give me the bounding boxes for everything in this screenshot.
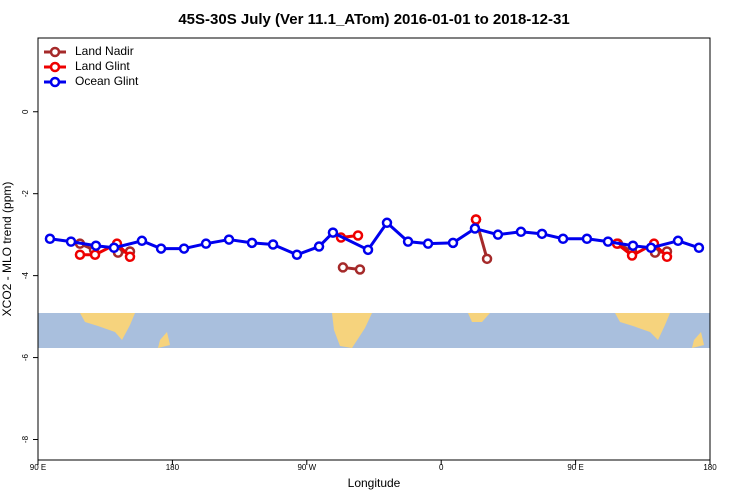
x-axis-label: Longitude — [348, 476, 401, 490]
plot-frame — [37, 37, 711, 461]
y-axis-label: XCO2 - MLO trend (ppm) — [0, 182, 14, 317]
chart-title: 45S-30S July (Ver 11.1_ATom) 2016-01-01 … — [178, 11, 569, 28]
x-tick-label: 90 E — [567, 463, 583, 472]
x-tick-label: 90 W — [297, 463, 316, 472]
data-point — [672, 235, 684, 247]
legend-label: Land Nadir — [75, 44, 134, 58]
data-point — [44, 233, 56, 245]
data-point — [492, 229, 504, 240]
data-point — [337, 262, 349, 273]
data-point — [626, 250, 638, 261]
data-point — [536, 228, 548, 240]
data-point — [155, 243, 167, 254]
x-tick-label: 180 — [166, 463, 180, 472]
data-point — [136, 235, 148, 247]
x-tick-label: 90 E — [30, 463, 46, 472]
data-point — [627, 240, 639, 251]
data-point — [267, 239, 279, 250]
data-point — [74, 249, 86, 260]
data-point — [246, 237, 258, 249]
legend-swatch-point — [49, 76, 61, 88]
legend-swatch-point — [49, 46, 61, 58]
y-tick-label: 0 — [21, 109, 30, 114]
legend-swatch-point — [49, 61, 61, 73]
data-point — [178, 243, 190, 254]
data-point — [470, 214, 482, 225]
data-point — [447, 237, 459, 249]
data-point — [602, 236, 614, 247]
data-point — [402, 236, 414, 247]
data-point — [108, 242, 120, 254]
data-point — [352, 230, 364, 241]
data-point — [313, 241, 325, 252]
legend-label: Land Glint — [75, 59, 130, 73]
data-point — [124, 251, 136, 263]
y-tick-label: -8 — [21, 435, 30, 443]
data-point — [223, 234, 235, 245]
y-tick-label: -4 — [21, 272, 30, 280]
data-point — [354, 264, 366, 275]
data-point — [557, 233, 569, 245]
data-point — [200, 238, 212, 249]
data-point — [693, 242, 705, 254]
x-tick-label: 180 — [703, 463, 717, 472]
data-point — [291, 249, 303, 260]
data-point — [65, 236, 77, 247]
data-point — [469, 223, 481, 234]
data-point — [327, 227, 339, 238]
data-point — [661, 251, 673, 263]
map-strip — [38, 313, 710, 348]
x-tick-label: 0 — [439, 463, 444, 472]
data-point — [381, 217, 393, 229]
data-point — [362, 244, 374, 256]
data-point — [89, 249, 101, 260]
y-tick-label: -2 — [21, 190, 30, 198]
data-point — [90, 240, 102, 251]
series-line — [49, 221, 700, 257]
data-point — [581, 233, 593, 245]
data-point — [645, 242, 657, 254]
data-point — [481, 253, 493, 265]
data-point — [422, 238, 434, 249]
y-tick-label: -6 — [21, 353, 30, 361]
legend-label: Ocean Glint — [75, 74, 139, 88]
data-point — [515, 226, 527, 238]
